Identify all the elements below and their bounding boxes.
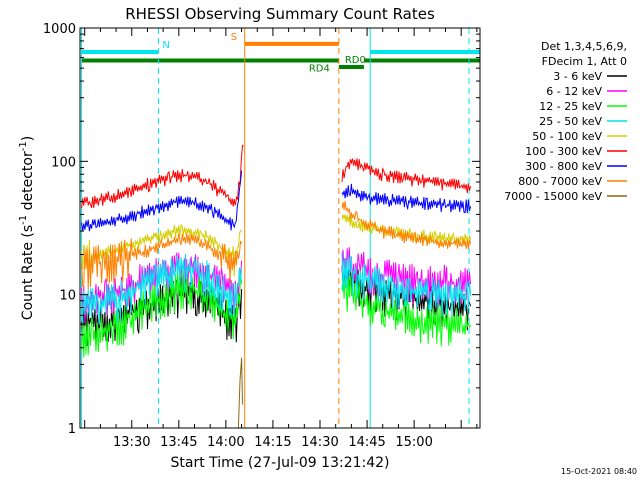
y-tick-label: 10: [59, 289, 76, 304]
x-tick-label: 14:00: [207, 435, 244, 450]
legend-label: 300 - 800 keV: [525, 160, 602, 173]
series-line-100-300keV: [81, 144, 244, 209]
x-axis-label: Start Time (27-Jul-09 13:21:42): [170, 455, 389, 471]
chart-title: RHESSI Observing Summary Count Rates: [125, 5, 435, 23]
series-lines: [81, 144, 472, 429]
x-tick-label: 15:00: [395, 435, 432, 450]
legend-label: 7000 - 15000 keV: [504, 190, 602, 203]
legend-label: 12 - 25 keV: [539, 100, 602, 113]
x-tick-label: 14:30: [301, 435, 338, 450]
flag-label-n: N: [162, 40, 169, 51]
series-line-300-800keV: [81, 170, 243, 232]
series-line-800-7000keV: [81, 232, 243, 290]
series-line-100-300keV: [341, 158, 472, 193]
mode-change-lines: [81, 28, 470, 428]
legend-title-line-1: Det 1,3,4,5,6,9,: [541, 40, 627, 53]
flag-label-s: S: [231, 32, 237, 43]
legend-title-line-2: FDecim 1, Att 0: [542, 55, 627, 68]
flag-bars: N S RD4 RD0: [81, 32, 480, 75]
series-line-7000-15000keV: [237, 357, 243, 429]
y-tick-label: 100: [51, 155, 76, 170]
footer-date: 15-Oct-2021 08:40: [561, 467, 637, 476]
y-tick-label: 1: [68, 422, 76, 437]
legend: 3 - 6 keV 6 - 12 keV 12 - 25 keV 25 - 50 ke…: [504, 70, 627, 203]
y-tick-label: 1000: [43, 22, 76, 37]
x-tick-label: 13:30: [113, 435, 150, 450]
series-line-12-25keV: [81, 269, 243, 358]
legend-label: 6 - 12 keV: [546, 85, 602, 98]
y-axis-label: Count Rate (s-1 detector-1): [18, 136, 36, 320]
legend-label: 100 - 300 keV: [525, 145, 602, 158]
legend-label: 50 - 100 keV: [532, 130, 602, 143]
plot-frame: [79, 27, 481, 429]
legend-label: 800 - 7000 keV: [518, 175, 602, 188]
flag-label-rd0: RD0: [345, 55, 366, 66]
series-line-50-100keV: [81, 223, 242, 280]
series-line-300-800keV: [341, 183, 472, 214]
series-line-25-50keV: [81, 253, 243, 325]
x-tick-label: 14:15: [254, 435, 291, 450]
flag-label-rd4: RD4: [309, 64, 330, 75]
x-tick-label: 13:45: [160, 435, 197, 450]
legend-label: 25 - 50 keV: [539, 115, 602, 128]
series-line-800-7000keV: [341, 200, 472, 249]
x-tick-label: 14:45: [348, 435, 385, 450]
series-line-25-50keV: [341, 252, 472, 317]
axis-ticks: 13:30 13:45 14:00 14:15 14:30 14:45 15:00 1 10 10…: [43, 22, 480, 450]
legend-label: 3 - 6 keV: [553, 70, 602, 83]
